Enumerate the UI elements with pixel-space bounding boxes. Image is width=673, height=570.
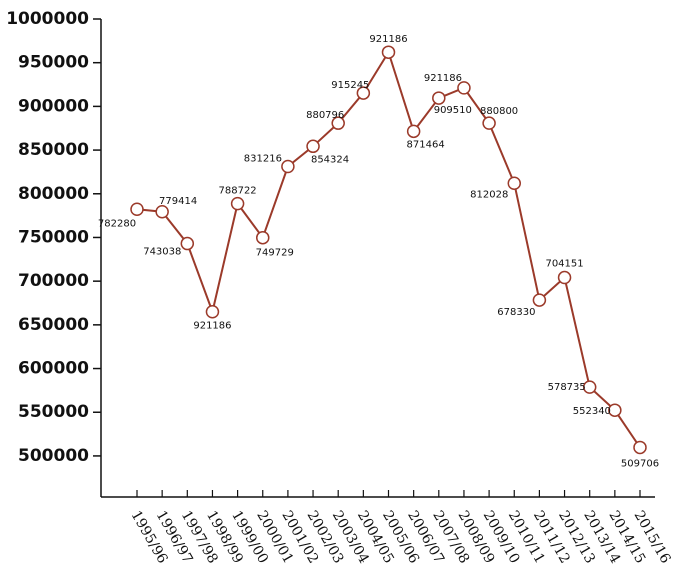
point (557, 270, 572, 285)
data-label: 788722 (219, 186, 257, 197)
data-label: 779414 (159, 196, 197, 207)
data-label: 704151 (545, 259, 583, 270)
y-tick-label: 900000 (18, 96, 89, 116)
point (205, 304, 220, 319)
point (608, 403, 622, 417)
point (582, 380, 597, 394)
point (281, 159, 295, 174)
point (331, 116, 345, 130)
data-label: 854324 (311, 154, 349, 165)
y-tick-label: 750000 (18, 227, 89, 247)
data-label: 678330 (497, 307, 535, 318)
point (356, 86, 371, 100)
data-label: 880796 (306, 110, 344, 121)
data-label: 743038 (143, 247, 181, 258)
data-label: 880800 (480, 106, 518, 117)
point (155, 205, 169, 219)
point (180, 236, 195, 251)
point (256, 230, 270, 245)
data-label: 921186 (193, 321, 231, 332)
y-tick-label: 950000 (18, 53, 89, 73)
point (532, 293, 547, 307)
y-tick-label: 700000 (18, 271, 89, 291)
point (633, 440, 647, 455)
point (432, 91, 446, 105)
data-label: 921186 (424, 73, 462, 84)
point (230, 196, 245, 211)
data-label: 749729 (256, 248, 294, 259)
point (306, 139, 320, 154)
point (482, 116, 496, 130)
data-label: 812028 (470, 189, 508, 200)
point (130, 202, 144, 217)
data-label: 871464 (407, 139, 445, 150)
data-label: 509706 (621, 458, 659, 469)
data-label: 915245 (331, 80, 369, 91)
data-label: 921186 (369, 34, 407, 45)
data-label: 831216 (244, 153, 282, 164)
y-tick-label: 1000000 (6, 9, 89, 29)
y-tick-label: 650000 (18, 315, 89, 335)
data-label: 552340 (573, 406, 611, 417)
point (457, 81, 471, 95)
data-label: 578735 (548, 382, 586, 393)
point (507, 176, 521, 191)
y-tick-label: 850000 (18, 140, 89, 160)
y-tick-label: 550000 (18, 402, 89, 422)
y-tick-label: 500000 (18, 446, 89, 466)
data-label: 782280 (98, 218, 136, 229)
point (406, 124, 421, 139)
y-tick-label: 800000 (18, 184, 89, 204)
y-tick-label: 600000 (18, 359, 89, 379)
point (381, 45, 396, 59)
data-label: 909510 (434, 105, 472, 116)
